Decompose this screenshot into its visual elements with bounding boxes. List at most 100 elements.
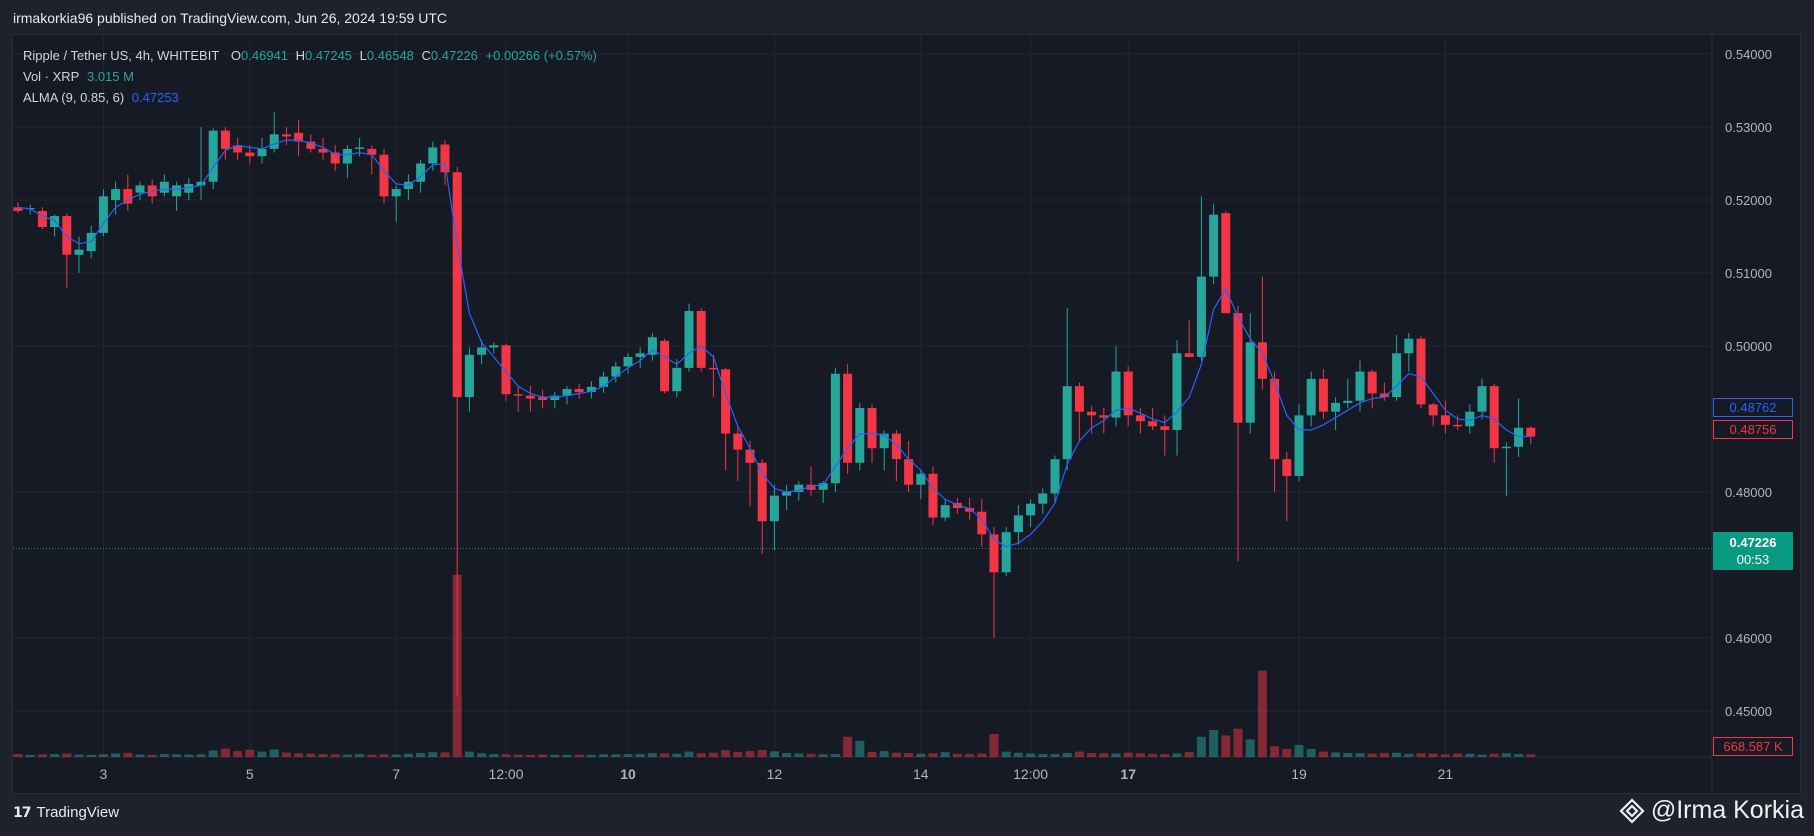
candle-body <box>1013 515 1023 533</box>
candle-body <box>1428 404 1438 416</box>
volume-bar <box>830 754 840 757</box>
candle-body <box>965 508 975 512</box>
volume-bar <box>1233 728 1243 757</box>
volume-bar <box>1526 754 1536 757</box>
y-tick-label: 0.51000 <box>1725 266 1772 281</box>
bar-countdown: 00:53 <box>1736 552 1770 567</box>
y-tick-label: 0.54000 <box>1725 47 1772 62</box>
candle-body <box>891 433 901 460</box>
volume-bar <box>1392 752 1402 757</box>
volume-bar <box>1379 752 1389 757</box>
top-bar: irmakorkia96 published on TradingView.co… <box>0 0 1814 34</box>
volume-bar <box>550 754 560 757</box>
volume-bar <box>1404 753 1414 757</box>
candle-body <box>647 337 657 355</box>
prev-price-badge: 0.48756 <box>1713 420 1793 439</box>
candle-body <box>489 345 499 348</box>
volume-bar <box>989 734 999 757</box>
volume-bar <box>916 753 926 757</box>
candle-body <box>623 356 633 367</box>
x-tick-label: 5 <box>246 766 254 782</box>
tradingview-brand[interactable]: 𝟭𝟳 TradingView <box>13 804 119 821</box>
candle-body <box>367 148 377 155</box>
volume-bar <box>1416 753 1426 757</box>
alma-label[interactable]: ALMA (9, 0.85, 6) <box>23 90 125 105</box>
candle-body <box>355 147 365 149</box>
candle-body <box>928 473 938 518</box>
candle-body <box>1270 378 1280 460</box>
alma-line <box>17 139 1531 548</box>
candle-body <box>220 130 230 149</box>
candle-body <box>513 394 523 396</box>
candle-body <box>37 210 47 228</box>
candle-body <box>794 484 804 492</box>
volume-bar <box>1050 754 1060 757</box>
candle-body <box>1379 393 1389 398</box>
volume-bar <box>367 754 377 757</box>
volume-bar <box>525 754 535 757</box>
candle-body <box>1148 421 1158 427</box>
candle-body <box>1367 371 1377 394</box>
y-tick-label: 0.50000 <box>1725 339 1772 354</box>
volume-bar <box>696 753 706 757</box>
symbol-title[interactable]: Ripple / Tether US, 4h, WHITEBIT <box>23 48 220 63</box>
candle-body <box>1099 415 1109 418</box>
volume-bar <box>1318 751 1328 757</box>
candle-body <box>281 134 291 137</box>
volume-bar <box>355 754 365 757</box>
candle-body <box>1440 415 1450 425</box>
volume-label[interactable]: Vol · XRP <box>23 69 80 84</box>
volume-bar <box>782 752 792 757</box>
candle-body <box>1135 415 1145 422</box>
volume-bar <box>1196 736 1206 757</box>
candle-body <box>1282 459 1292 476</box>
candle-body <box>1026 503 1036 516</box>
watermark-text: @Irma Korkia <box>1650 796 1804 824</box>
candle-body <box>318 148 328 153</box>
candle-body <box>1465 411 1475 427</box>
volume-bar <box>1440 754 1450 757</box>
candle-body <box>123 189 133 204</box>
candle-body <box>916 473 926 485</box>
high-label: H <box>295 48 306 63</box>
volume-bar <box>1453 753 1463 757</box>
candle-body <box>1501 446 1511 449</box>
volume-bar <box>794 753 804 757</box>
volume-bar <box>25 754 35 757</box>
candle-body <box>1233 313 1243 423</box>
candle-body <box>501 345 511 395</box>
candle-body <box>1184 353 1194 357</box>
chart-frame[interactable] <box>12 34 1801 794</box>
change-value: +0.00266 (+0.57%) <box>485 48 597 63</box>
volume-bar <box>1477 754 1487 757</box>
volume-bar <box>1001 751 1011 757</box>
volume-bar <box>684 751 694 757</box>
volume-bar <box>891 752 901 757</box>
candle-body <box>1489 386 1499 449</box>
candle-body <box>1306 378 1316 416</box>
close-label: C <box>421 48 431 63</box>
candle-body <box>1404 338 1414 354</box>
candle-body <box>696 310 706 368</box>
candle-body <box>574 389 584 392</box>
volume-bar <box>928 753 938 757</box>
candle-body <box>1087 411 1097 416</box>
volume-bar <box>1270 746 1280 757</box>
volume-bar <box>672 753 682 757</box>
ohlc-row: Ripple / Tether US, 4h, WHITEBIT O0.4694… <box>23 45 601 66</box>
volume-bar <box>1428 753 1438 757</box>
volume-bar <box>769 751 779 757</box>
volume-bar <box>1221 735 1231 757</box>
volume-bar <box>281 752 291 757</box>
x-tick-label: 7 <box>392 766 400 782</box>
volume-bar <box>904 752 914 757</box>
volume-bar <box>428 752 438 757</box>
candle-body <box>769 495 779 522</box>
volume-bar <box>1294 744 1304 757</box>
candle-body <box>830 373 840 484</box>
alma-price-badge: 0.48762 <box>1713 398 1793 417</box>
candle-body <box>721 369 731 434</box>
volume-bar <box>159 754 169 757</box>
publisher-line: irmakorkia96 published on TradingView.co… <box>13 10 447 26</box>
